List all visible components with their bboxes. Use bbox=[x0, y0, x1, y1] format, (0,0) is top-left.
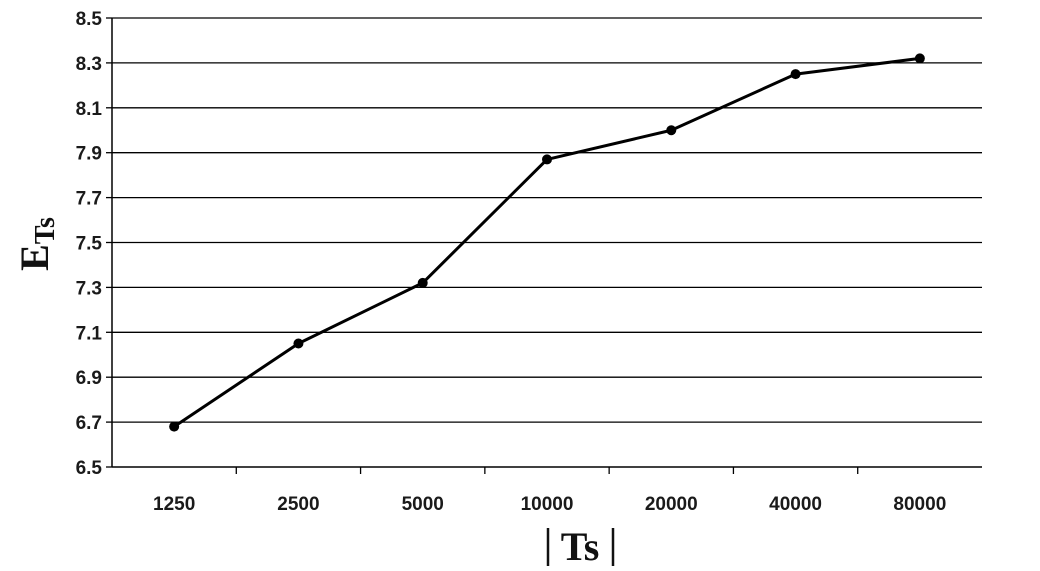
y-tick-label: 8.1 bbox=[76, 99, 103, 120]
y-tick-label: 6.7 bbox=[76, 413, 102, 434]
data-point bbox=[293, 338, 304, 349]
x-tick-label: 2500 bbox=[277, 494, 319, 515]
y-tick-label: 7.3 bbox=[76, 278, 102, 299]
y-tick-label: 7.9 bbox=[76, 144, 102, 165]
data-point bbox=[914, 53, 925, 64]
data-series bbox=[169, 53, 925, 432]
data-point bbox=[417, 277, 428, 288]
x-tick-label: 1250 bbox=[153, 494, 195, 515]
y-tick-label: 8.3 bbox=[76, 54, 102, 75]
y-tick-label: 8.5 bbox=[76, 9, 103, 30]
svg-text:ETs: ETs bbox=[12, 217, 61, 271]
data-point bbox=[169, 421, 180, 432]
grid-lines bbox=[106, 17, 982, 474]
x-tick-label: 5000 bbox=[402, 494, 444, 515]
y-axis-title-subscript: Ts bbox=[30, 217, 61, 244]
y-tick-label: 6.5 bbox=[76, 458, 103, 479]
y-tick-label: 7.1 bbox=[76, 323, 103, 344]
x-axis-title: Ts bbox=[546, 524, 615, 569]
y-tick-label: 7.7 bbox=[76, 189, 102, 210]
data-point bbox=[790, 69, 801, 80]
x-tick-label: 10000 bbox=[521, 494, 574, 515]
y-axis-title-main: E bbox=[12, 244, 57, 271]
x-tick-label: 20000 bbox=[645, 494, 698, 515]
axes bbox=[111, 18, 982, 468]
x-tick-label: 40000 bbox=[769, 494, 822, 515]
x-tick-label: 80000 bbox=[893, 494, 946, 515]
x-tick-labels: 1250 2500 5000 10000 20000 40000 80000 bbox=[153, 494, 946, 515]
data-point bbox=[542, 154, 552, 165]
x-axis-title-text: Ts bbox=[561, 524, 600, 569]
y-tick-labels: 6.5 6.7 6.9 7.1 7.3 7.5 7.7 7.9 8.1 8.3 8.5 bbox=[76, 9, 103, 479]
y-tick-label: 7.5 bbox=[76, 234, 103, 255]
y-axis-title: ETs bbox=[12, 217, 61, 271]
y-tick-label: 6.9 bbox=[76, 368, 102, 389]
data-point bbox=[666, 125, 677, 136]
